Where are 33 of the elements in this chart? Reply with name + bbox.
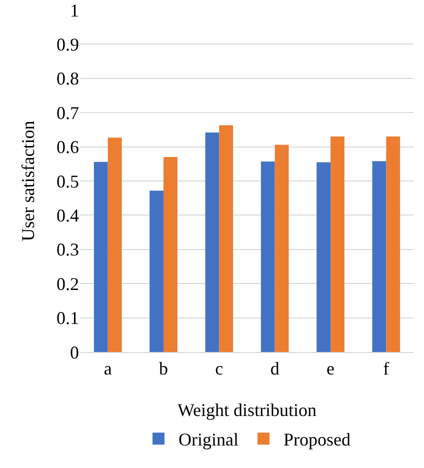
y-tick-label: 0.6 bbox=[56, 137, 79, 158]
bar bbox=[372, 161, 386, 352]
bar bbox=[219, 125, 234, 352]
x-tick-label: b bbox=[159, 358, 168, 379]
bar bbox=[164, 157, 178, 352]
bar bbox=[108, 138, 122, 352]
bar bbox=[386, 136, 400, 352]
x-tick-label: a bbox=[104, 358, 112, 379]
y-tick-label: 0.5 bbox=[56, 171, 79, 192]
y-tick-label: 0.2 bbox=[56, 274, 79, 294]
x-tick-label: f bbox=[383, 358, 390, 379]
bar bbox=[260, 162, 275, 352]
legend-label: Original bbox=[178, 430, 238, 450]
bar bbox=[274, 144, 289, 352]
x-axis-title: Weight distribution bbox=[177, 400, 317, 420]
y-tick-label: 0.3 bbox=[56, 240, 79, 260]
y-tick-label: 0.9 bbox=[56, 34, 79, 54]
x-tick-label: d bbox=[270, 358, 280, 379]
y-tick-label: 0.1 bbox=[56, 308, 79, 328]
x-tick-label: c bbox=[215, 358, 224, 379]
bar bbox=[150, 190, 164, 352]
y-tick-label: 1 bbox=[70, 0, 79, 20]
y-tick-label: 0.7 bbox=[56, 102, 79, 123]
y-tick-label: 0.4 bbox=[56, 206, 79, 226]
y-axis-title: User satisfaction bbox=[18, 120, 38, 242]
bar bbox=[94, 162, 108, 352]
y-tick-label: 0 bbox=[70, 342, 79, 362]
bar bbox=[330, 136, 344, 352]
bar bbox=[316, 162, 330, 352]
legend-label: Proposed bbox=[284, 430, 350, 450]
x-tick-label: e bbox=[326, 358, 334, 379]
bar bbox=[205, 132, 220, 352]
y-tick-label: 0.8 bbox=[56, 68, 79, 89]
